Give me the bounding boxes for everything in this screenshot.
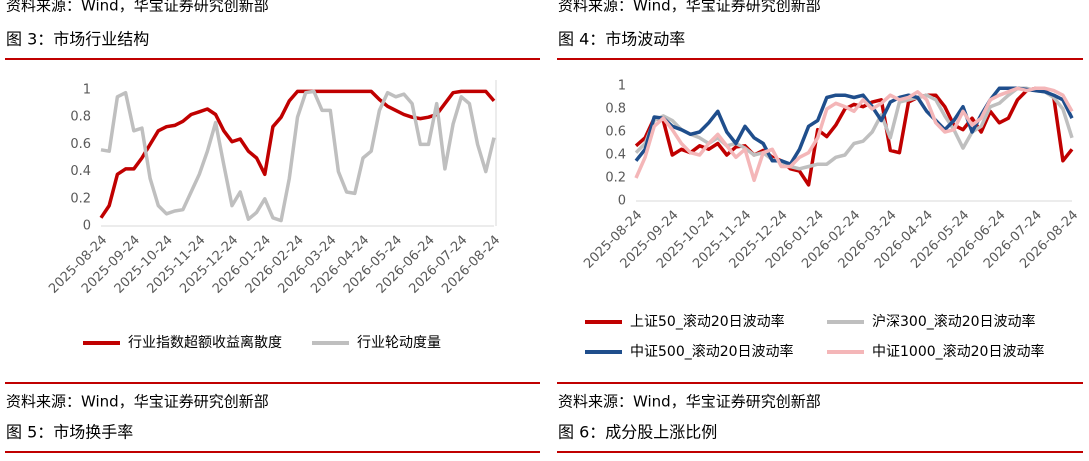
y-tick-label: 0.2 [70,191,91,206]
source-note: 资料来源：Wind，华宝证券研究创新部 [6,0,269,15]
source-note: 资料来源：Wind，华宝证券研究创新部 [6,393,269,411]
y-tick-label: 1 [618,79,626,94]
y-tick-label: 0 [618,194,626,209]
legend-label: 上证50_滚动20日波动率 [630,313,785,330]
y-tick-label: 0.4 [70,164,91,179]
line-series [634,86,1074,183]
line-series [100,89,496,223]
figure-caption: 图 3：市场行业结构 [6,30,149,49]
y-tick-label: 0 [83,219,91,234]
y-tick-label: 0.6 [70,137,91,152]
y-tick-label: 0.8 [70,110,91,125]
y-tick-label: 0.4 [605,148,626,163]
legend-label: 沪深300_滚动20日波动率 [872,313,1036,330]
y-tick-label: 1 [83,83,91,98]
source-note: 资料来源：Wind，华宝证券研究创新部 [558,0,821,15]
line-series [99,89,496,219]
y-tick-label: 0.2 [605,171,626,186]
figure-caption: 图 4：市场波动率 [558,30,685,49]
line-series [634,86,1074,187]
y-tick-label: 0.6 [605,125,626,140]
legend-label: 行业指数超额收益离散度 [128,334,282,351]
y-tick-label: 0.8 [605,102,626,117]
figure-caption: 图 5：市场换手率 [6,423,133,442]
line-series [634,86,1074,166]
source-note: 资料来源：Wind，华宝证券研究创新部 [558,393,821,411]
legend-label: 中证500_滚动20日波动率 [630,343,794,360]
legend-label: 行业轮动度量 [357,335,441,351]
figure-caption: 图 6：成分股上涨比例 [558,423,717,442]
legend-label: 中证1000_滚动20日波动率 [872,343,1044,360]
